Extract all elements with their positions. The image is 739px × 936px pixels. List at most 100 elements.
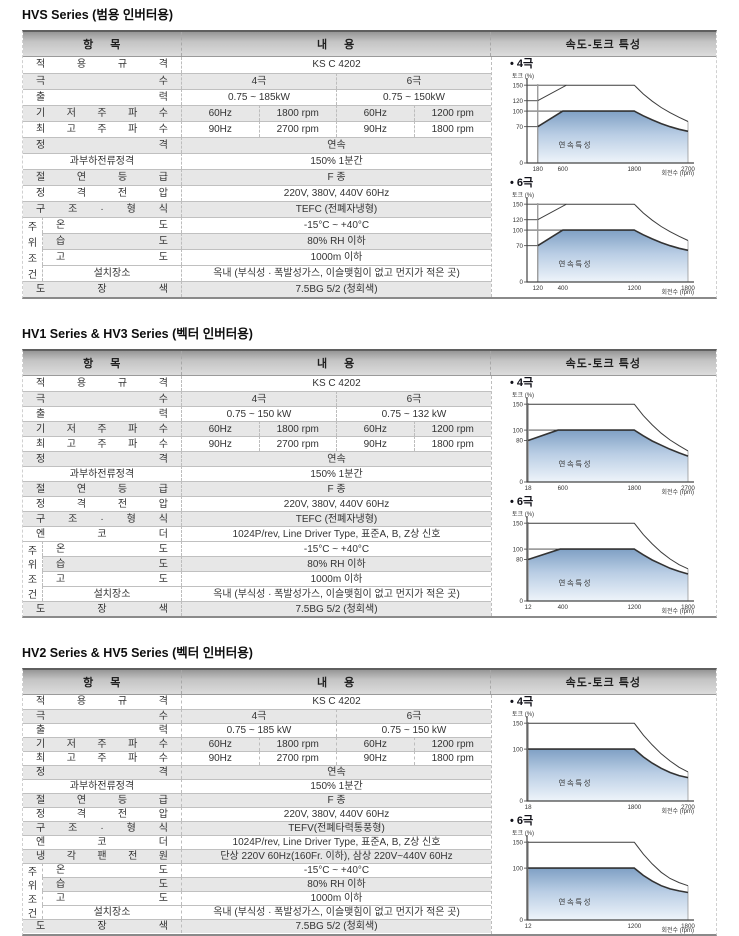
row-label: 출 력: [23, 89, 181, 105]
chart-block: • 6극 0 80 100 150 12 400 1200 1800 토크 (%) 회전수 (rpm…: [492, 496, 716, 615]
row-value: 90Hz: [336, 751, 414, 765]
table-row: 극 수 4극 6극: [23, 391, 491, 406]
group-label-cell: 건: [23, 905, 43, 920]
row-value: 220V, 380V, 440V 60Hz: [181, 807, 491, 821]
row-value: 옥내 (부식성 · 폭발성가스, 이슬맺힘이 없고 먼지가 적은 곳): [181, 586, 491, 601]
row-value: 0.75 ~ 150kW: [336, 89, 491, 105]
svg-text:1800: 1800: [627, 804, 641, 811]
svg-text:100: 100: [513, 108, 524, 115]
row-value: KS C 4202: [181, 695, 491, 709]
svg-text:토크 (%): 토크 (%): [512, 192, 534, 199]
row-value: 0.75 ~ 132 kW: [336, 406, 491, 421]
table-row: 최 고 주 파 수 90Hz 2700 rpm 90Hz 1800 rpm: [23, 436, 491, 451]
speed-torque-chart: 0 80 100 150 18 600 1800 2700 토크 (%) 회전수 (rpm) 연속특…: [512, 392, 695, 496]
row-label: 도 장 색: [23, 601, 181, 616]
section-title: HV2 Series & HV5 Series (벡터 인버터용): [22, 646, 253, 660]
table-row: 도 장 색 7.5BG 5/2 (청회색): [23, 919, 491, 933]
svg-text:연속특성: 연속특성: [558, 459, 592, 468]
svg-text:100: 100: [513, 227, 524, 234]
svg-text:400: 400: [558, 604, 569, 611]
row-value: 60Hz: [181, 421, 259, 436]
row-value: 80% RH 이하: [181, 556, 491, 571]
row-value: F 종: [181, 481, 491, 496]
svg-text:0: 0: [520, 917, 524, 924]
svg-text:180: 180: [533, 166, 544, 173]
pole-count-label: • 6극: [510, 177, 534, 189]
svg-text:1800: 1800: [681, 604, 695, 611]
row-value: 6극: [336, 73, 491, 89]
row-value: 4극: [181, 709, 336, 723]
row-value: KS C 4202: [181, 376, 491, 391]
table-row: 정 격 연속: [23, 137, 491, 153]
table-row: 건 설치장소 옥내 (부식성 · 폭발성가스, 이슬맺힘이 없고 먼지가 적은 곳): [23, 905, 491, 920]
group-label-cell: 위: [23, 556, 43, 571]
svg-text:150: 150: [513, 82, 524, 89]
row-value: 90Hz: [181, 751, 259, 765]
row-value: 1800 rpm: [258, 421, 336, 436]
row-label: 구 조 · 형 식: [23, 201, 181, 217]
svg-text:0: 0: [520, 279, 524, 286]
row-value: 1000m 이하: [181, 891, 491, 905]
row-value: 90Hz: [336, 121, 414, 137]
svg-text:토크 (%): 토크 (%): [512, 73, 534, 80]
header-item: 항 목: [83, 677, 128, 689]
table-body: 적 용 규 격 KS C 4202 극 수 4극 6극 출 력 0.75 ~ 185kW 0.…: [23, 57, 716, 297]
row-label: 최 고 주 파 수: [23, 436, 181, 451]
row-label: 고 도: [43, 249, 181, 265]
svg-text:70: 70: [516, 124, 523, 131]
table-row: 극 수 4극 6극: [23, 709, 491, 723]
svg-text:0: 0: [520, 479, 524, 486]
table-row: 적 용 규 격 KS C 4202: [23, 695, 491, 709]
table-row: 정 격 연속: [23, 765, 491, 779]
row-label: 적 용 규 격: [36, 378, 168, 389]
row-value: 연속: [181, 137, 491, 153]
svg-text:회전수 (rpm): 회전수 (rpm): [661, 488, 694, 496]
speed-torque-chart: 0 70 100 120 150 180 600 1800 2700 토크 (%) 회전수 (rpm…: [512, 73, 695, 177]
chart-panel: • 4극 0 100 150 18 1800 2700 토크 (%) 회전수 (rpm) 연속특성…: [491, 695, 716, 934]
row-value: 1200 rpm: [413, 421, 491, 436]
row-label: 기 저 주 파 수: [23, 105, 181, 121]
section-hv1-hv3: HV1 Series & HV3 Series (벡터 인버터용) 항 목 내 …: [22, 323, 717, 618]
row-value: TEFV(전폐타력통풍형): [181, 821, 491, 835]
row-label: 적 용 규 격: [36, 59, 168, 70]
row-value: 0.75 ~ 185kW: [181, 89, 336, 105]
svg-text:회전수 (rpm): 회전수 (rpm): [661, 169, 694, 177]
header-content: 내 용: [180, 32, 490, 56]
group-label-cell: 조: [23, 571, 43, 586]
pole-count-label: • 6극: [510, 496, 534, 508]
table-row: 과부하전류정격 150% 1분간: [23, 779, 491, 793]
row-label: 온 도: [43, 863, 181, 877]
svg-text:150: 150: [513, 201, 524, 208]
svg-text:600: 600: [558, 166, 569, 173]
row-value: 옥내 (부식성 · 폭발성가스, 이슬맺힘이 없고 먼지가 적은 곳): [181, 905, 491, 919]
svg-text:1200: 1200: [627, 923, 641, 930]
svg-text:150: 150: [513, 839, 524, 846]
row-value: 1800 rpm: [258, 737, 336, 751]
row-label: 정 격 전 압: [23, 185, 181, 201]
section-hvs: HVS Series (범용 인버터용) 항 목 내 용 속도-토크 특성 적 …: [22, 4, 717, 299]
svg-text:토크 (%): 토크 (%): [512, 830, 534, 837]
table-row: 기 저 주 파 수 60Hz 1800 rpm 60Hz 1200 rpm: [23, 105, 491, 121]
svg-text:1200: 1200: [627, 604, 641, 611]
row-value: 1800 rpm: [413, 121, 491, 137]
spec-rows: 적 용 규 격 KS C 4202 극 수 4극 6극 출 력 0.75 ~ 185kW 0.…: [23, 57, 491, 297]
table-row: 출 력 0.75 ~ 185 kW 0.75 ~ 150 kW: [23, 723, 491, 737]
row-label: 절 연 등 급: [23, 169, 181, 185]
row-label: 절 연 등 급: [23, 481, 181, 496]
group-label-cell: 주: [23, 863, 43, 878]
svg-text:2700: 2700: [681, 804, 695, 811]
row-label: 설치장소: [43, 905, 181, 919]
row-value: 80% RH 이하: [181, 233, 491, 249]
svg-text:150: 150: [513, 520, 524, 527]
speed-torque-chart: 0 80 100 150 12 400 1200 1800 토크 (%) 회전수 (rpm) 연속특…: [512, 511, 695, 615]
header-item: 항 목: [83, 39, 128, 51]
svg-text:100: 100: [513, 865, 524, 872]
spec-table: 항 목 내 용 속도-토크 특성 적 용 규 격 KS C 4202 극 수 4극 6극…: [22, 668, 717, 936]
header-content: 내 용: [180, 351, 490, 375]
